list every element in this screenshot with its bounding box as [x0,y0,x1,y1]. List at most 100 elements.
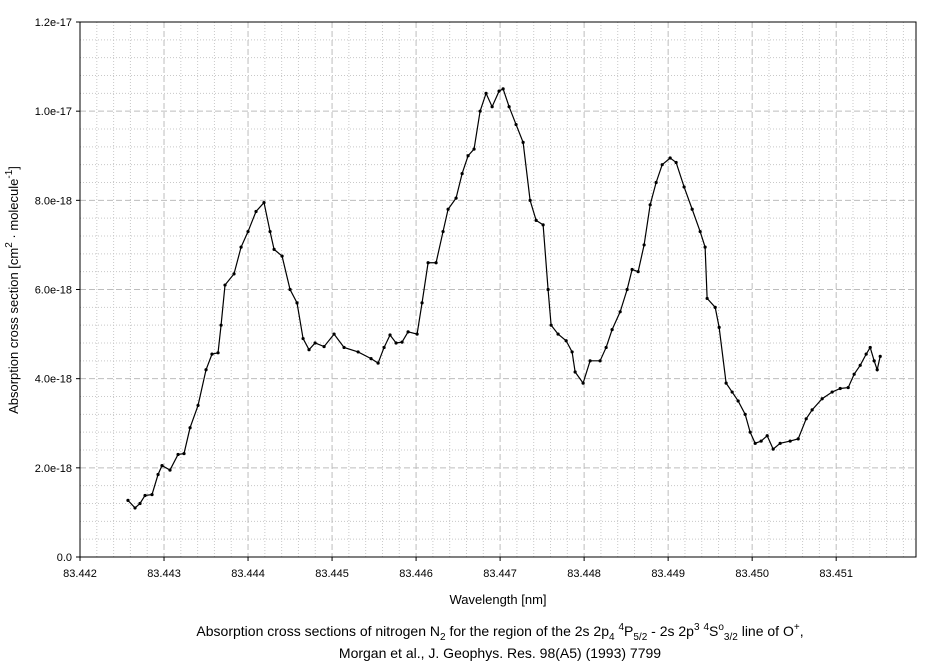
data-point [703,245,707,249]
data-point [625,287,629,292]
x-tick-label: 83.445 [315,568,349,580]
data-point [521,140,525,144]
data-point [636,270,640,274]
data-point [313,341,317,345]
x-tick-label: 83.447 [483,568,517,580]
data-point [541,223,545,227]
data-point [497,89,501,93]
data-point [588,359,592,363]
data-point [176,452,180,457]
caption-line: Absorption cross sections of nitrogen N2… [196,622,803,643]
plot-frame [79,21,917,558]
y-tick-label: 4.0e-18 [35,374,72,386]
data-point [420,301,424,305]
data-point [788,439,792,443]
text-run: Morgan et al., J. Geophys. Res. 98(A5) (… [339,645,661,661]
data-point [698,229,702,234]
data-point [753,441,757,445]
data-point [654,180,658,185]
data-point [394,341,398,345]
data-point [748,430,752,434]
data-point [878,354,882,358]
y-tick-label: 8.0e-18 [35,195,72,207]
y-tick-label: 1.0e-17 [35,106,72,118]
data-point [490,105,494,109]
data-point [549,323,553,327]
data-point [864,352,868,356]
data-point [546,287,550,292]
data-point [820,397,824,401]
data-point [778,441,782,445]
data-point [143,493,147,498]
data-point [570,350,574,354]
data-point [514,122,518,127]
y-tick-label: 2.0e-18 [35,463,72,475]
data-point [713,305,717,309]
x-tick-label: 83.448 [567,568,601,580]
data-point [454,196,458,200]
x-tick-label: 83.444 [231,568,265,580]
data-point [858,363,862,367]
data-point [150,492,154,497]
data-point [668,156,672,160]
text-run: 4 [618,622,624,633]
data-point [246,229,250,234]
x-tick-label: 83.449 [651,568,685,580]
data-point [759,439,763,443]
data-point [332,332,336,336]
text-run: Absorption cross sections of nitrogen N [196,623,440,639]
data-point [765,434,769,438]
data-point [210,352,214,356]
data-point [771,447,775,451]
y-tick-label: 6.0e-18 [35,285,72,297]
data-point [507,105,511,109]
data-point [872,359,876,363]
text-run: 3 [694,622,700,633]
data-point [852,372,856,376]
text-run: · molecule [6,179,21,243]
data-point [674,160,678,165]
data-point [272,247,276,251]
data-point [223,283,227,287]
data-point [724,381,728,385]
text-run: for the region of the 2s 2p [446,623,610,639]
caption-line: Morgan et al., J. Geophys. Res. 98(A5) (… [339,645,661,661]
data-point [219,323,223,327]
data-point [630,267,634,272]
data-point [288,287,292,292]
data-point [604,345,608,350]
data-point [406,330,410,334]
data-point [268,229,272,234]
data-point [280,254,284,258]
text-run: - 2s 2p [647,623,694,639]
data-point [660,163,664,167]
data-point [736,399,740,403]
data-point [426,261,430,265]
y-axis-title: Absorption cross section [cm2 · molecule… [4,166,21,414]
data-point [478,109,482,113]
data-point [254,209,258,214]
text-run: line of O [738,623,794,639]
data-point [830,390,834,394]
text-run: P [624,623,633,639]
data-point [382,345,386,350]
x-axis-title: Wavelength [nm] [449,592,546,607]
data-point [868,345,872,350]
text-run: 4 [703,622,709,633]
data-point [705,296,709,301]
x-tick-label: 83.443 [147,568,181,580]
data-point [434,261,438,265]
data-point [160,464,164,468]
data-point [376,361,380,365]
data-point [400,340,404,344]
data-point [342,345,346,350]
data-point [534,218,538,222]
x-tick-label: 83.451 [819,568,853,580]
data-point [196,403,200,408]
data-point [618,310,622,314]
data-point [295,301,299,305]
data-point [168,468,172,472]
data-point [301,336,305,341]
